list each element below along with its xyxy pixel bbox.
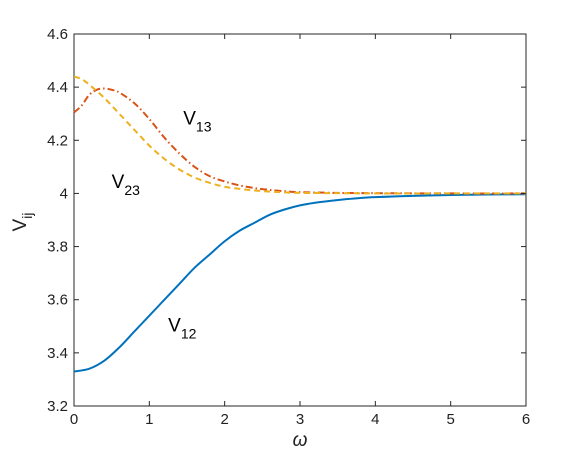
series-label-main: V — [168, 316, 181, 337]
series-label-V13: V13 — [183, 108, 211, 134]
x-tick-label: 6 — [522, 411, 530, 428]
y-axis-label-sub: ij — [19, 213, 35, 219]
y-tick-label: 3.6 — [47, 292, 68, 309]
series-label-main: V — [183, 108, 196, 129]
y-axis-label-main: V — [10, 218, 31, 231]
x-tick-label: 1 — [145, 411, 153, 428]
y-tick-label: 4.6 — [47, 26, 68, 43]
series-line-V13 — [73, 87, 527, 195]
series-label-V12: V12 — [168, 316, 196, 342]
y-tick-label: 4 — [60, 185, 68, 202]
series-label-sub: 13 — [196, 118, 212, 134]
tick-layer: 0 1 2 3 4 5 63.23.43.63.844.24.44.6 — [47, 26, 530, 428]
series-label-V23: V23 — [112, 172, 140, 198]
series-label-main: V — [112, 172, 125, 193]
x-tick-label: 3 — [296, 411, 304, 428]
series-label-sub: 23 — [124, 182, 140, 198]
series-layer — [73, 75, 527, 373]
plot-area — [73, 33, 527, 407]
series-line-V12 — [73, 193, 527, 373]
y-tick-label: 3.8 — [47, 239, 68, 256]
x-tick-label: 2 — [220, 411, 228, 428]
svg-text:Vij: Vij — [10, 213, 35, 232]
x-tick-label: 5 — [446, 411, 454, 428]
x-axis-label: ω — [293, 430, 308, 451]
x-tick-label: 4 — [371, 411, 379, 428]
y-tick-label: 4.4 — [47, 79, 68, 96]
y-tick-label: 3.4 — [47, 345, 68, 362]
x-tick-label: 0 — [70, 411, 78, 428]
y-tick-label: 3.2 — [47, 398, 68, 415]
series-label-sub: 12 — [181, 326, 197, 342]
y-axis-label: Vij — [10, 213, 35, 232]
y-tick-label: 4.2 — [47, 132, 68, 149]
series-line-V23 — [73, 75, 526, 195]
